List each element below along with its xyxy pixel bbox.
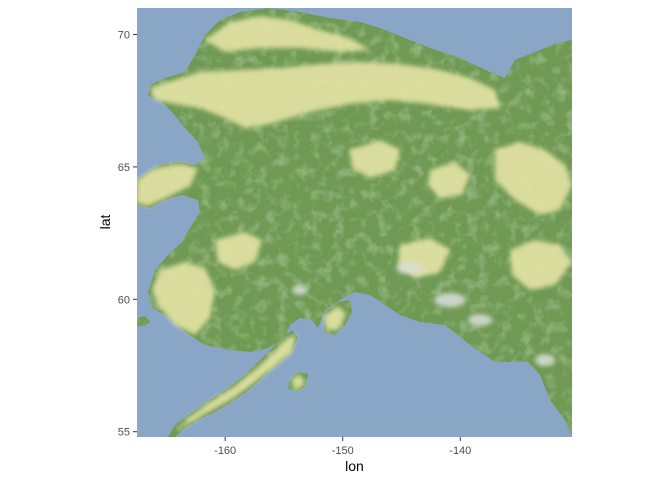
x-tick-label: -150 xyxy=(332,445,354,457)
y-axis-ticks: 70 65 60 55 xyxy=(118,29,137,439)
y-tick-label: 70 xyxy=(118,29,130,41)
y-tick-label: 60 xyxy=(118,294,130,306)
glacier-areas xyxy=(292,262,555,366)
y-axis-title: lat xyxy=(97,215,113,230)
land-layer xyxy=(137,8,572,437)
nunivak-island xyxy=(137,316,150,326)
x-axis-title: lon xyxy=(345,458,364,474)
y-tick-label: 55 xyxy=(118,427,130,439)
tundra-patches xyxy=(137,16,572,432)
x-axis-ticks: -160 -150 -140 xyxy=(214,437,471,457)
x-tick-label: -160 xyxy=(214,445,236,457)
x-tick-label: -140 xyxy=(449,445,471,457)
y-tick-label: 65 xyxy=(118,162,130,174)
